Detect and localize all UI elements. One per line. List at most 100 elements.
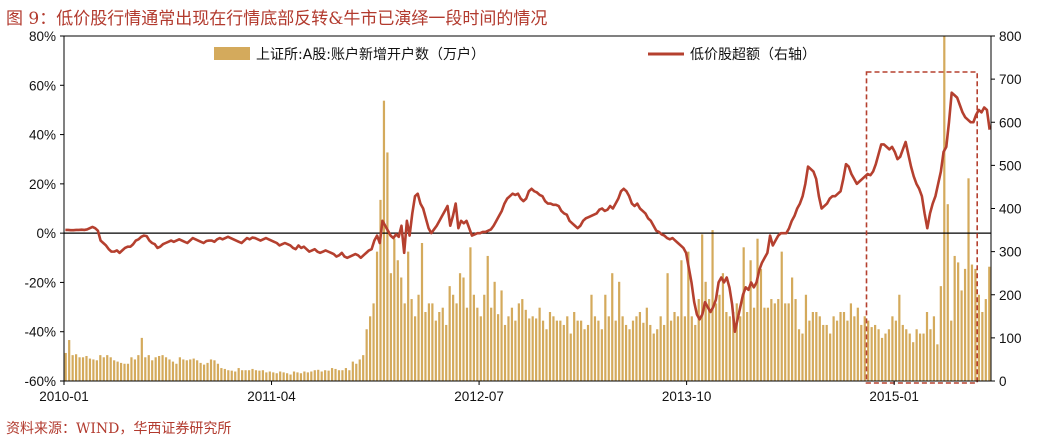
bar [126,363,130,381]
bar [424,312,427,381]
bar [202,364,206,381]
bar [666,273,669,381]
bar [718,294,721,381]
bar [725,312,728,381]
bar [427,303,431,382]
bar [728,316,731,381]
bar [88,358,92,381]
y-right-tick-label: 100 [999,331,1022,346]
bar [119,362,123,381]
bar [752,307,756,381]
bar [642,322,645,381]
bar [147,355,150,382]
highlight-boxes [865,71,978,384]
bar [164,357,168,381]
bar [957,262,960,381]
bar [95,360,98,381]
bar [808,320,811,382]
bar [206,362,209,381]
bar [676,316,680,381]
bar [714,303,718,382]
bar [784,303,787,382]
bar [455,303,458,382]
bar [445,324,448,381]
bar [220,368,223,381]
bar [389,273,392,381]
bar [272,372,275,382]
bar [832,316,835,381]
bar [123,363,126,381]
y-right-tick-label: 200 [999,288,1022,303]
bar [829,333,832,381]
bar [946,204,949,381]
bar [988,266,991,381]
bar [597,320,600,382]
bar [144,357,147,381]
source-note: 资料来源：WIND，华西证券研究所 [6,421,232,437]
bar [379,199,382,382]
y-right-tick-label: 300 [999,245,1022,260]
bar [279,371,282,381]
bar [313,370,316,381]
bar [254,370,258,381]
bar [867,320,870,382]
bar [635,316,638,381]
bar [801,333,804,381]
bar [545,329,548,381]
bar [576,320,579,382]
bar [552,316,555,381]
bar [770,299,773,381]
bar [71,355,74,382]
bar [918,333,922,381]
bar [856,307,859,381]
bar [81,357,85,381]
bar [372,303,375,382]
bar [296,372,299,382]
bar [393,238,396,381]
bar [590,294,593,381]
bar [628,329,631,381]
bar [687,251,690,382]
y-right-tick-label: 400 [999,202,1022,217]
bar [479,316,482,381]
bar [358,359,361,381]
bar [874,324,877,381]
bar [216,363,220,381]
bar [680,260,683,381]
y-axis-left: 80% 60% 40% 20% 0% -20% -40% -60% [24,29,64,389]
y-left-tick-label: 80% [29,29,56,44]
bar [192,358,195,381]
bar [884,333,887,381]
bar [317,369,320,381]
bar [85,355,88,381]
y-left-tick-label: 0% [36,226,56,241]
bar [452,294,455,381]
bar [777,299,780,381]
bar [490,307,493,381]
bar [209,359,213,381]
x-axis: 2010-012011-042012-072013-102015-012016-… [39,381,919,404]
bar [611,273,614,381]
bar [877,329,880,381]
y-left-tick-label: 60% [29,78,56,93]
bar [694,324,697,381]
bar [929,329,932,381]
bar [555,320,558,382]
bar [797,329,801,381]
bar [268,371,271,381]
bar [707,299,711,381]
y-left-tick-label: -60% [24,374,56,389]
bar [604,294,607,381]
bar [78,357,81,381]
bar [721,273,725,381]
bar [880,337,884,382]
bar [773,303,776,382]
bar [306,372,309,382]
bar [362,355,365,382]
bar [469,247,472,381]
bar [649,324,652,381]
bar [386,152,389,381]
line-series [65,91,991,334]
y-right-tick-label: 0 [999,374,1007,389]
